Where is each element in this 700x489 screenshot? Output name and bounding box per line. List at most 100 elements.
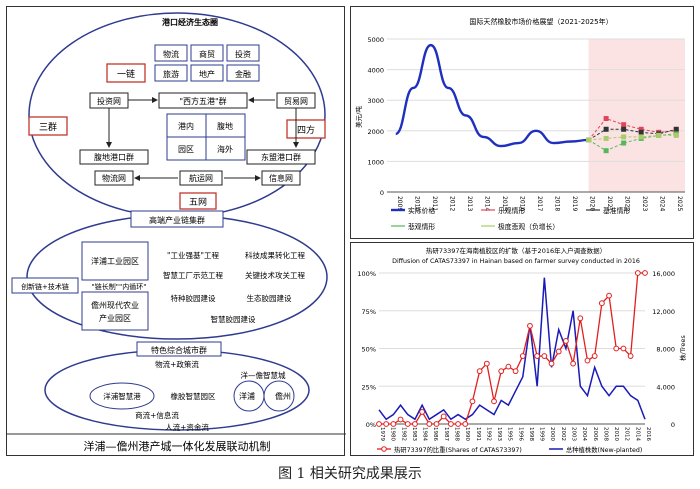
- y-right-tick-label: 12,000: [652, 308, 675, 316]
- series-point-share: [426, 421, 433, 427]
- series-point-share: [584, 357, 591, 364]
- fudi-box: [79, 149, 149, 165]
- series-point-3: [621, 140, 627, 146]
- y-tick-label: 2000: [367, 128, 384, 136]
- x-tick-label: 2010: [613, 427, 619, 441]
- dongjian-label: 东盟港口群: [261, 152, 301, 162]
- x-tick-label: 2012: [448, 196, 455, 211]
- legend-label: 悲观情形: [408, 222, 435, 231]
- x-tick-label: 1995: [507, 427, 513, 441]
- park2-label-2: 产业园区: [99, 313, 131, 323]
- series-point-share: [412, 421, 418, 427]
- series-line-1: [588, 117, 677, 141]
- series-point-share: [383, 421, 390, 427]
- y-left-tick-label: 100%: [357, 270, 376, 278]
- series-point-share: [613, 345, 620, 352]
- series-point-4: [656, 132, 662, 138]
- grid-cell: 港内: [178, 121, 194, 131]
- series-point-share: [598, 300, 605, 307]
- x-tick-label: 1992: [485, 427, 491, 441]
- item-4: 关键技术攻关工程: [245, 270, 305, 280]
- forecast-shade: [588, 39, 685, 192]
- wuwang-box: [179, 192, 217, 210]
- wuwang-label: 五网: [189, 197, 207, 208]
- touzi-label: 投资网: [97, 96, 121, 106]
- xinxi-label: 信息网: [269, 173, 293, 183]
- city-left: 洋浦智慧港: [103, 391, 141, 401]
- x-tick-label: 1991: [475, 427, 481, 441]
- x-tick-label: 2011: [431, 196, 438, 211]
- series-point-share: [397, 416, 404, 423]
- x-tick-label: 2012: [624, 427, 630, 441]
- x-tick-label: 2002: [560, 427, 566, 441]
- diffusion-panel: 热研73397在海南植胶区的扩散（基于2016年入户调查数据） Diffusion…: [350, 242, 694, 456]
- x-tick-label: 2009: [396, 196, 403, 211]
- legend-label: 热研73397的比重(Shares of CATAS73397): [394, 445, 522, 454]
- city-top-flow: 物流+政策流: [155, 359, 199, 369]
- legend-label: 乐观情形: [498, 206, 525, 215]
- x-tick-label: 2024: [659, 196, 666, 211]
- industry-title: 高端产业链集群: [149, 215, 205, 225]
- danzhou-circle: [263, 380, 295, 412]
- city-center: 橡胶智慧园区: [171, 391, 216, 401]
- series-point-share: [404, 421, 411, 427]
- wuliu-label: 物流网: [102, 173, 126, 183]
- sanqun-box: [28, 116, 68, 136]
- y-tick-label: 4000: [367, 67, 384, 75]
- y-right-tick-label: 0: [671, 421, 675, 429]
- x-tick-label: 2006: [592, 427, 598, 441]
- series-point-4: [673, 132, 679, 138]
- series-point-1: [621, 122, 627, 128]
- grid-cell: 商贸: [199, 49, 215, 59]
- series-point-share: [447, 421, 454, 427]
- series-point-share: [390, 421, 397, 427]
- x-tick-label: 2019: [571, 196, 578, 211]
- left-label-box: [11, 277, 79, 294]
- sifang-label: 四方: [297, 124, 315, 136]
- legend-marker: [381, 446, 387, 452]
- y-tick-label: 3000: [367, 97, 384, 105]
- x-tick-label: 1983: [411, 427, 417, 441]
- x-tick-label: 1996: [517, 427, 523, 441]
- city-right1: 洋浦: [239, 391, 255, 401]
- x-tick-label: 1998: [528, 427, 534, 441]
- x-tick-label: 2017: [536, 196, 543, 211]
- item-2: 科技成果转化工程: [245, 250, 305, 260]
- y-tick-label: 1000: [367, 158, 384, 166]
- series-point-2: [621, 126, 627, 132]
- y-right-tick-label: 16,000: [652, 270, 675, 278]
- xiyuan-label: "西方五港"群: [179, 96, 226, 106]
- mechanism-diagram-panel: 港口经济生态圈 物流 商贸 投资 旅游 地产 金融 一链 "西方五港"群 投资网…: [6, 6, 346, 456]
- city-title-box: [136, 341, 222, 357]
- sanqun-label: 三群: [39, 121, 57, 133]
- series-point-share: [455, 421, 461, 427]
- x-tick-label: 1999: [539, 427, 545, 441]
- series-point-share: [512, 368, 519, 375]
- x-tick-label: 2013: [466, 196, 473, 211]
- grid-cell: 金融: [235, 69, 251, 79]
- series-point-share: [541, 353, 548, 359]
- dongjian-box: [246, 149, 316, 165]
- city-title: 特色综合城市群: [151, 345, 207, 355]
- series-point-share: [606, 292, 612, 299]
- series-line-2: [588, 128, 677, 141]
- park2-label-1: 儋州现代农业: [91, 300, 139, 310]
- y-right-tick-label: 8,000: [656, 346, 675, 354]
- series-point-share: [498, 368, 505, 375]
- diagram-footer: 洋浦—儋州港产城一体化发展联动机制: [84, 439, 271, 453]
- item-3: 智慧工厂示范工程: [163, 270, 223, 280]
- x-tick-label: 1990: [464, 427, 470, 441]
- y-left-tick-label: 0%: [366, 421, 376, 429]
- series-point-share: [620, 345, 627, 352]
- x-tick-label: 1984: [422, 427, 428, 441]
- hangyun-label: 航运网: [189, 173, 213, 183]
- item-7: 智慧胶园建设: [211, 314, 256, 324]
- x-tick-label: 1980: [390, 427, 396, 441]
- price-outlook-panel: 国际天然橡胶市场价格展望（2021-2025年） 0 1000 2000 3000 400…: [350, 6, 694, 239]
- series-point-3: [603, 148, 609, 154]
- series-point-2: [603, 126, 609, 132]
- park1-label: 洋浦工业园区: [91, 256, 139, 266]
- legend-label: 实际价格: [408, 206, 435, 215]
- city-right2: 儋州: [275, 391, 291, 401]
- series-point-4: [638, 134, 644, 140]
